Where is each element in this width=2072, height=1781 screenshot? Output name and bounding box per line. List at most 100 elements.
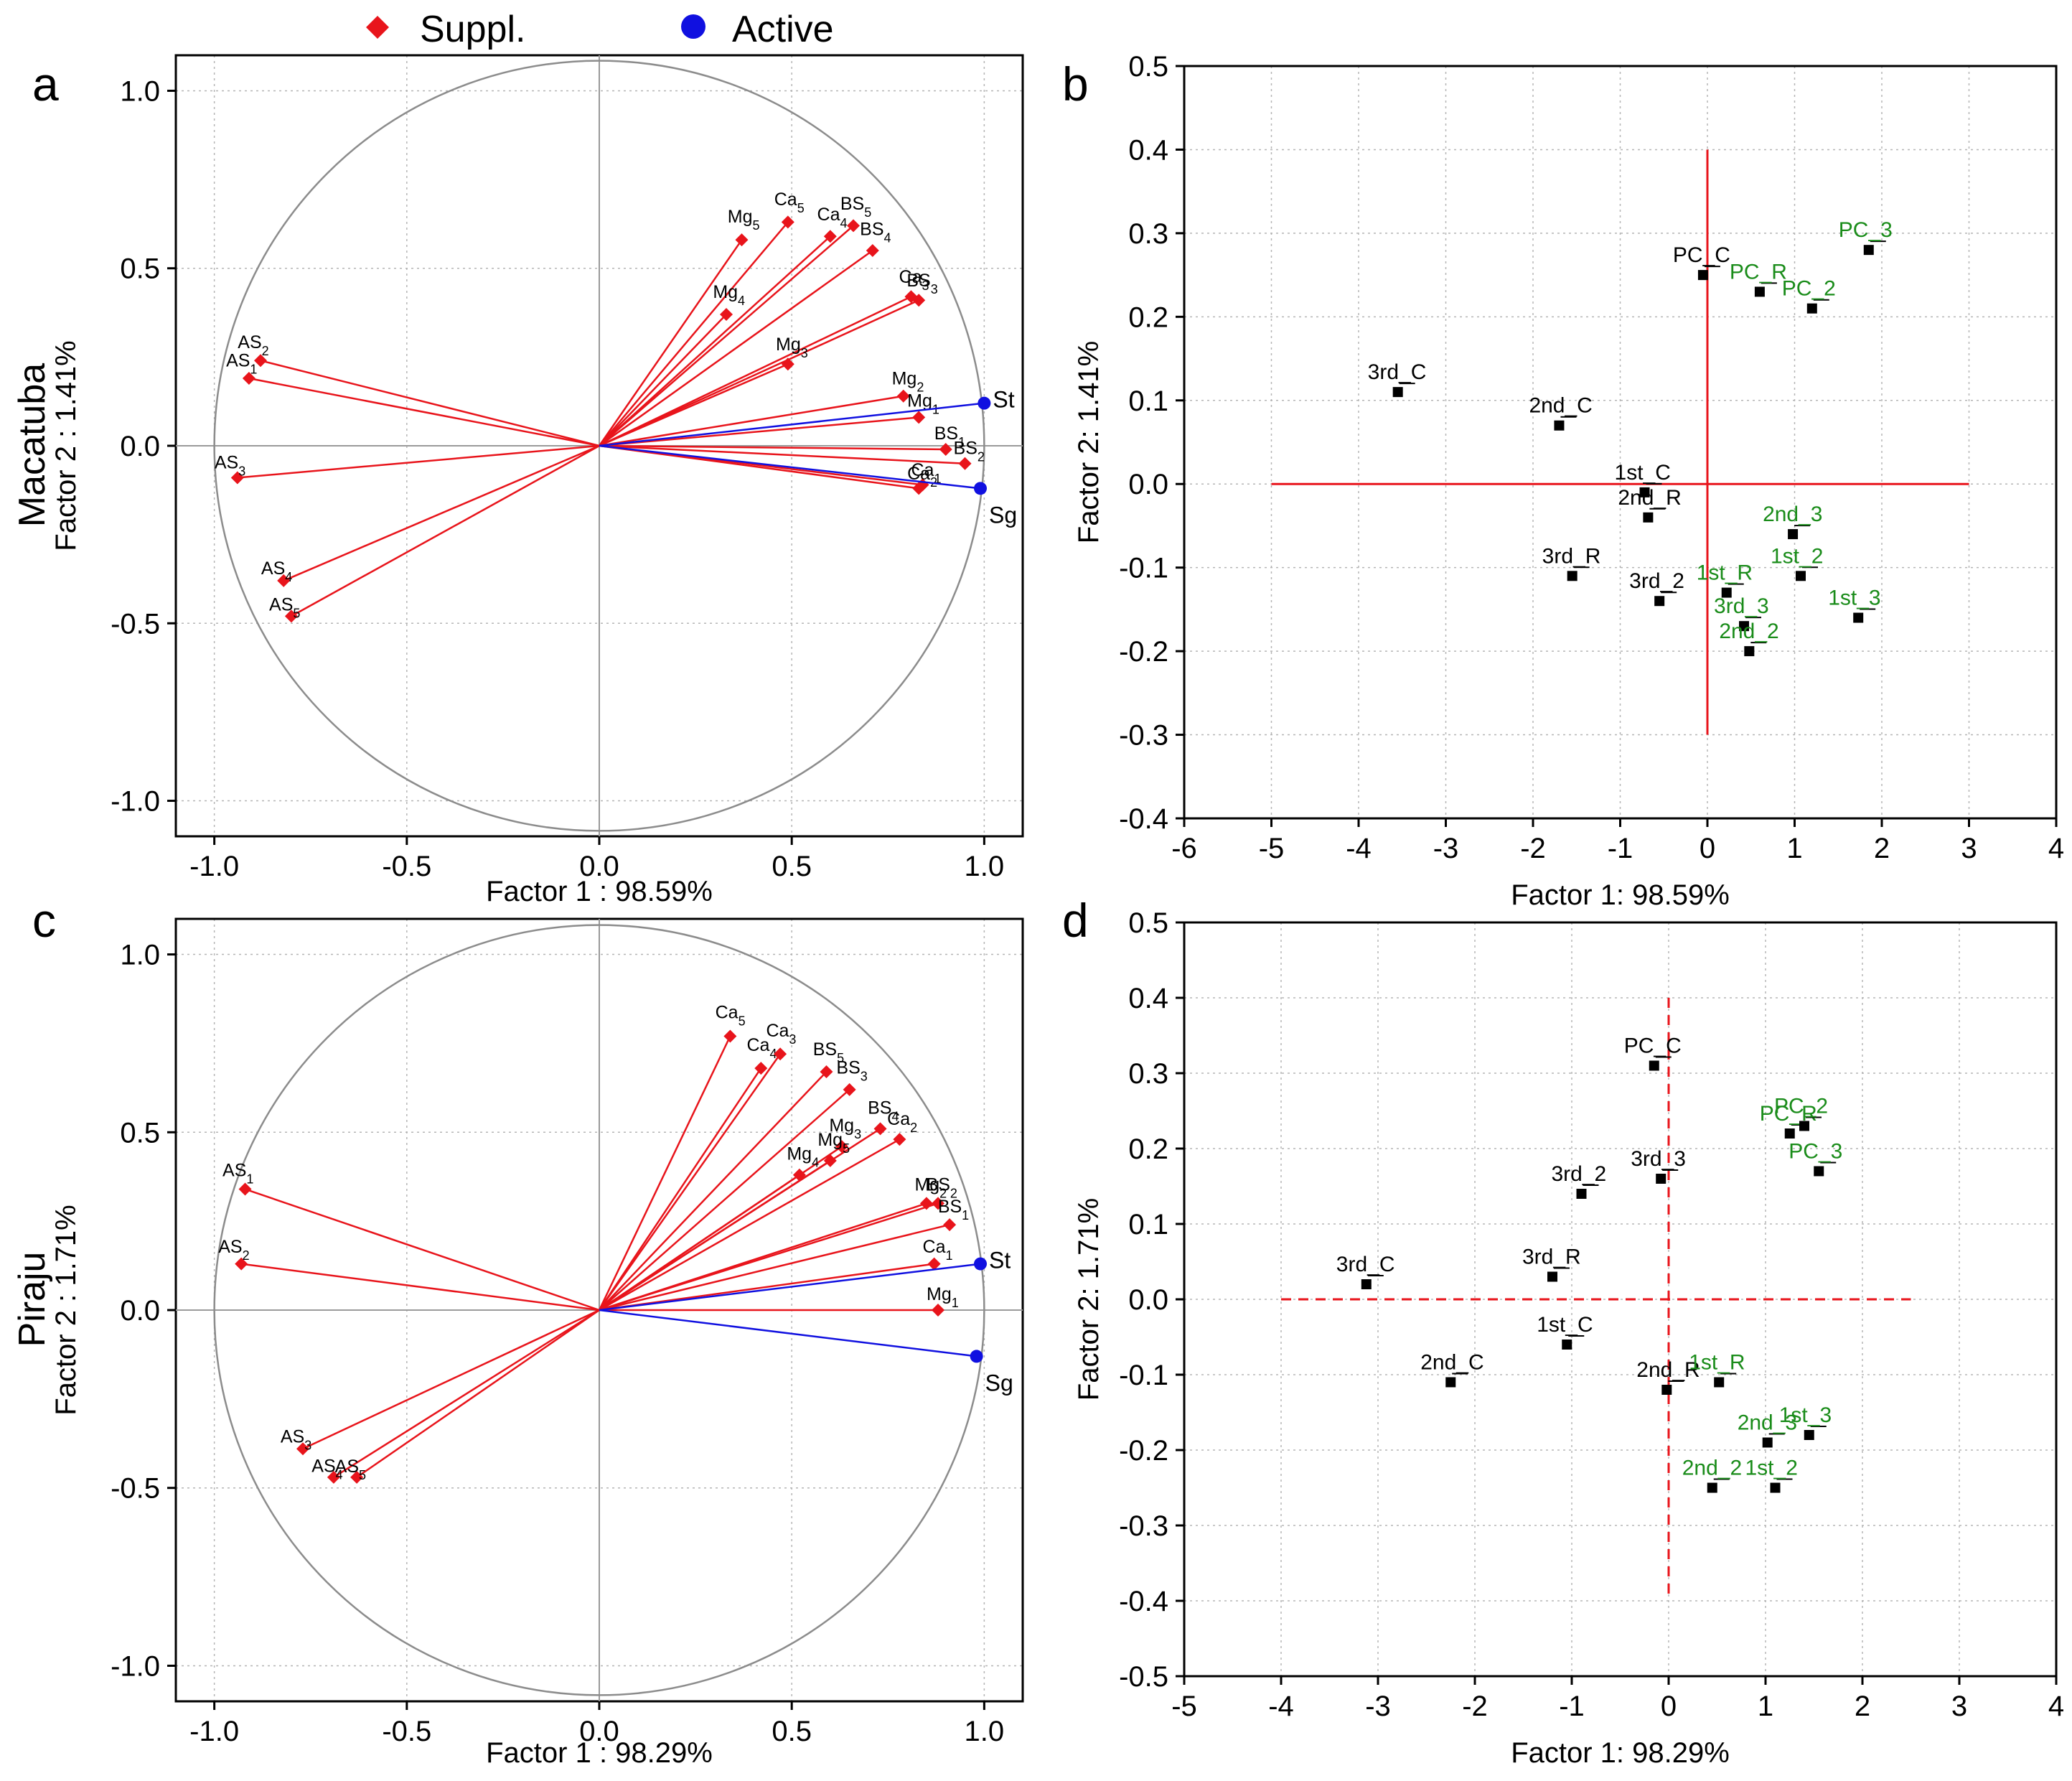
panel-c-xtick-label: 0.0 (579, 1716, 619, 1747)
panel-a-vector-bs4-label: BS4 (860, 220, 891, 246)
panel-d-xtick-label: 1 (1758, 1691, 1773, 1722)
panel-c-xtick-label: -0.5 (382, 1716, 431, 1747)
panel-c-vector-ca4-marker (754, 1062, 768, 1075)
panel-b-point-2nd-3-marker (1788, 529, 1799, 540)
panel-c-vector-as4-marker (327, 1470, 340, 1484)
panel-d-point-1st-r-label: 1st_R (1689, 1351, 1745, 1375)
panel-d-point-1st-2-label: 1st_2 (1745, 1457, 1798, 1480)
panel-a-active-st (599, 402, 985, 447)
panel-b-point-2nd-3-label: 2nd_3 (1763, 502, 1822, 526)
panel-c-active-st-label: St (989, 1248, 1011, 1273)
panel-c-y-axis-title: Factor 2 : 1.71% (50, 1205, 82, 1415)
panel-c-vector-ca5 (598, 1035, 731, 1311)
panel-c-vector-mg1-marker (932, 1304, 944, 1317)
panel-a-vector-mg4 (599, 314, 727, 447)
panel-b-xtick-label: -6 (1171, 833, 1197, 864)
panel-c-vector-bs1 (599, 1223, 950, 1312)
panel-c-vector-mg4-marker (792, 1168, 806, 1182)
panel-b-point-3rd-2-label: 3rd_2 (1629, 569, 1684, 593)
legend-active-marker (681, 14, 705, 39)
panel-c-vector-bs5-marker (820, 1065, 833, 1079)
panel-d-point-2nd-c-marker (1445, 1377, 1456, 1388)
panel-d-xtick-label: -1 (1559, 1691, 1585, 1722)
panel-a-vector-as1-marker (242, 372, 256, 385)
panel-b-point-pc-3-marker (1863, 245, 1874, 256)
panel-b-point-3rd-c-label: 3rd_C (1368, 360, 1427, 384)
panel-b-xtick-label: 3 (1961, 833, 1977, 864)
panel-c-vector-as5-marker (350, 1470, 364, 1484)
panel-a-vector-mg2-marker (896, 389, 910, 403)
panel-a-vector-as4 (283, 444, 600, 582)
panel-a-vector-mg2-label: Mg2 (892, 369, 924, 395)
panel-a-vector-ca2 (599, 444, 919, 490)
panel-a-vector-as2 (260, 360, 600, 447)
panel-d-x-axis-title: Factor 1: 98.29% (1511, 1737, 1730, 1769)
panel-c-active-sg (599, 1309, 977, 1357)
panel-c-vector-as5 (356, 1309, 600, 1478)
legend: Suppl. Active (366, 9, 834, 50)
panel-d-score-plot: -5 -4 -3 -2 -1 0 1 2 3 4 0.5 0.4 0.3 0.2 0.1 0.0 -0.1 -0.… (1073, 907, 2064, 1769)
panel-c-vector-as1-label: AS1 (222, 1160, 253, 1186)
panel-c-xtick-label: -1.0 (189, 1716, 239, 1747)
panel-a-vector-ca5 (599, 221, 789, 447)
panel-a-vector-bs3 (599, 299, 919, 447)
panel-a-ytick-label: 0.5 (120, 253, 160, 285)
panel-a-vector-mg5-label: Mg5 (728, 207, 760, 233)
panel-a-vector-mg1-label: Mg1 (907, 391, 939, 416)
panel-b-point-2nd-r-label: 2nd_R (1618, 486, 1681, 510)
panel-b-xtick-label: 4 (2048, 833, 2064, 864)
panel-a-ytick-label: 0.0 (120, 431, 160, 462)
panel-d-xtick-label: -5 (1171, 1691, 1197, 1722)
panel-d-xtick-label: -4 (1268, 1691, 1294, 1722)
panel-b-x-axis-title: Factor 1: 98.59% (1511, 879, 1730, 911)
panel-b-point-1st-2-label: 1st_2 (1771, 544, 1823, 568)
panel-d-ytick-label: -0.4 (1119, 1586, 1168, 1617)
panel-c-ytick-label: 0.5 (120, 1117, 160, 1149)
panel-letter-c: c (32, 894, 56, 947)
panel-c-vector-ca3 (598, 1053, 782, 1311)
panel-a-ytick-label: -0.5 (111, 608, 160, 640)
panel-d-point-3rd-2-marker (1576, 1189, 1587, 1199)
panel-d-xtick-label: 4 (2048, 1691, 2064, 1722)
panel-d-ytick-label: 0.2 (1128, 1133, 1168, 1165)
panel-c-vector-bs3-marker (843, 1083, 856, 1096)
panel-b-xtick-label: -1 (1608, 833, 1633, 864)
row-label-bottom: Piraju (11, 1252, 53, 1347)
panel-a-correlation-circle: -1.0 -0.5 0.0 0.5 1.0 1.0 0.5 0.0 -0.5 -1.0 Factor… (50, 54, 1024, 907)
panel-d-point-1st-r-marker (1714, 1377, 1725, 1388)
panel-c-vector-ca4 (598, 1067, 762, 1311)
panel-a-vector-as5-marker (284, 609, 298, 623)
panel-c-vector-ca3-marker (774, 1047, 787, 1061)
panel-c-vector-as2-marker (235, 1257, 248, 1271)
panel-a-vector-bs1-label: BS1 (934, 424, 965, 449)
panel-b-point-3rd-r-label: 3rd_R (1542, 544, 1601, 568)
panel-d-point-2nd-3-marker (1762, 1437, 1773, 1448)
panel-a-vector-bs2-label: BS2 (954, 438, 985, 464)
panel-b-xtick-label: 2 (1874, 833, 1890, 864)
panel-c-vector-bs3 (599, 1088, 850, 1311)
panel-d-point-2nd-r-marker (1661, 1385, 1672, 1395)
panel-c-vector-as3 (302, 1309, 600, 1450)
panel-a-unit-circle (213, 60, 985, 832)
panel-d-point-pc-2-label: PC_2 (1774, 1095, 1828, 1118)
panel-c-vector-ca5-marker (723, 1029, 737, 1043)
panel-c-vector-ca3-label: Ca3 (766, 1021, 796, 1047)
panel-c-vector-ca2-marker (893, 1133, 906, 1146)
panel-c-xtick-label: 1.0 (965, 1716, 1005, 1747)
panel-d-point-3rd-c-marker (1361, 1279, 1372, 1289)
panel-a-vector-mg1-marker (912, 411, 926, 424)
panel-a-vector-as4-marker (277, 574, 291, 587)
panel-b-point-2nd-r-marker (1643, 512, 1654, 523)
panel-b-point-2nd-2-marker (1744, 646, 1755, 657)
panel-c-active-sg-label: Sg (985, 1370, 1013, 1396)
panel-d-point-2nd-2-marker (1707, 1482, 1717, 1493)
panel-c-vector-as2-label: AS2 (218, 1237, 249, 1263)
panel-a-vector-bs4-marker (866, 244, 879, 257)
panel-d-point-2nd-r-label: 2nd_R (1636, 1358, 1700, 1382)
panel-a-xtick-label: -1.0 (189, 851, 239, 882)
panel-b-point-pc-r-marker (1754, 286, 1765, 297)
panel-a-vector-mg4-marker (720, 308, 733, 322)
panel-a-vector-bs1 (599, 444, 946, 451)
panel-b-ytick-label: 0.0 (1128, 469, 1168, 500)
panel-d-ytick-label: -0.2 (1119, 1435, 1168, 1467)
